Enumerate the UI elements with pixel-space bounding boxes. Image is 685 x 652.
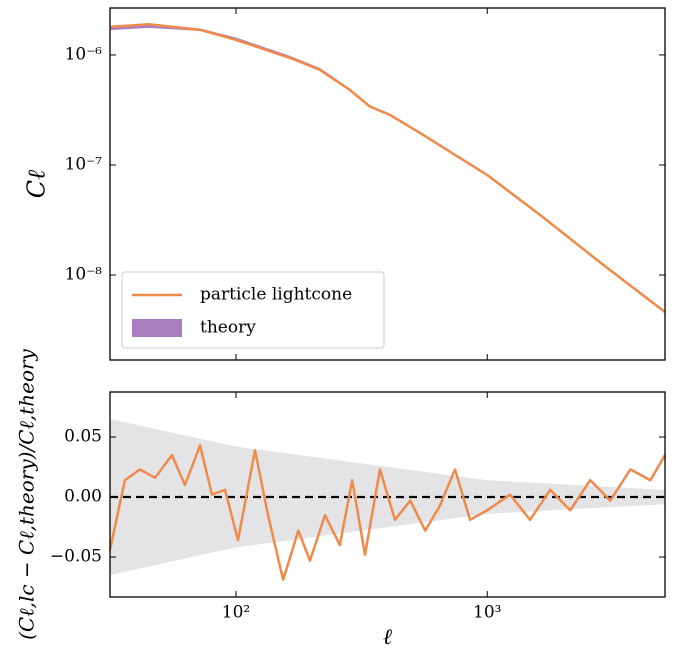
y-tick-label: −0.05 bbox=[50, 547, 102, 567]
plot-frame bbox=[109, 7, 666, 361]
plot-frame bbox=[109, 391, 666, 598]
x-axis-label: ℓ bbox=[383, 625, 393, 650]
x-tick-label: 10³ bbox=[473, 603, 501, 623]
theory-band bbox=[110, 24, 665, 313]
legend-label: theory bbox=[200, 318, 256, 338]
y-axis-label: (Cℓ,lc − Cℓ,theory)/Cℓ,theory bbox=[15, 348, 39, 639]
legend-box bbox=[121, 271, 385, 349]
y-axis-label: Cℓ bbox=[23, 170, 51, 198]
y-tick-label: 10⁻⁷ bbox=[65, 154, 103, 174]
legend-swatch bbox=[132, 319, 182, 337]
data-line bbox=[108, 444, 667, 582]
x-tick-label: 10² bbox=[222, 603, 250, 623]
y-tick-label: 10⁻⁸ bbox=[65, 265, 103, 285]
y-tick-label: 10⁻⁶ bbox=[65, 44, 103, 64]
data-line bbox=[109, 23, 666, 314]
y-tick-label: 0.05 bbox=[64, 427, 102, 447]
legend-label: particle lightcone bbox=[200, 285, 352, 305]
y-tick-label: 0.00 bbox=[64, 487, 102, 507]
